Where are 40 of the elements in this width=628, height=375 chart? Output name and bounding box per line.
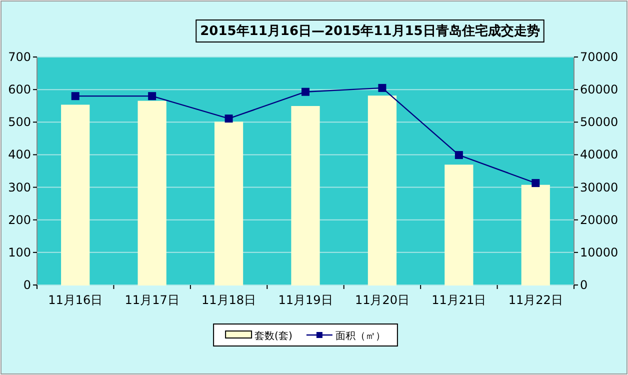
- y-tick-label: 500: [8, 115, 31, 130]
- y2-tick-label: 10000: [580, 245, 618, 260]
- point: [302, 88, 310, 96]
- point: [532, 179, 540, 188]
- x-tick-label: 11月22日: [508, 293, 563, 307]
- y-tick-label: 0: [23, 278, 31, 292]
- y2-tick-label: 50000: [580, 115, 618, 130]
- bar: [368, 96, 397, 286]
- y-tick-label: 400: [8, 148, 31, 162]
- bar: [61, 104, 90, 286]
- point: [71, 92, 80, 100]
- x-tick-label: 11月17日: [124, 293, 180, 307]
- bar: [214, 122, 244, 286]
- bar: [138, 100, 166, 286]
- point: [454, 151, 463, 160]
- point: [148, 92, 156, 100]
- bar: [291, 106, 320, 286]
- y2-tick-label: 20000: [580, 212, 618, 227]
- chart-title: 2015年11月16日—2015年11月15日青岛住宅成交走势: [200, 23, 540, 39]
- x-tick-label: 11月16日: [48, 293, 103, 307]
- y2-tick-label: 70000: [580, 50, 618, 64]
- y-tick-label: 700: [8, 50, 31, 64]
- y2-tick-label: 0: [580, 278, 588, 292]
- bar: [521, 184, 550, 286]
- point: [224, 114, 233, 123]
- y2-tick-label: 60000: [580, 82, 618, 97]
- y-tick-label: 100: [8, 245, 31, 260]
- y-tick-label: 200: [8, 212, 31, 227]
- y2-tick-label: 30000: [580, 180, 618, 194]
- y-tick-label: 600: [8, 82, 31, 97]
- x-tick-label: 11月18日: [202, 293, 256, 307]
- x-tick-label: 11月21日: [432, 293, 486, 307]
- x-tick-label: 11月20日: [354, 293, 410, 307]
- legend-label: 套数(套): [254, 330, 292, 342]
- y-tick-label: 300: [8, 180, 31, 194]
- legend-label: 面积（㎡）: [335, 331, 386, 342]
- y2-tick-label: 40000: [580, 148, 618, 162]
- point: [378, 84, 386, 92]
- bar: [444, 164, 474, 286]
- x-tick-label: 11月19日: [278, 293, 333, 307]
